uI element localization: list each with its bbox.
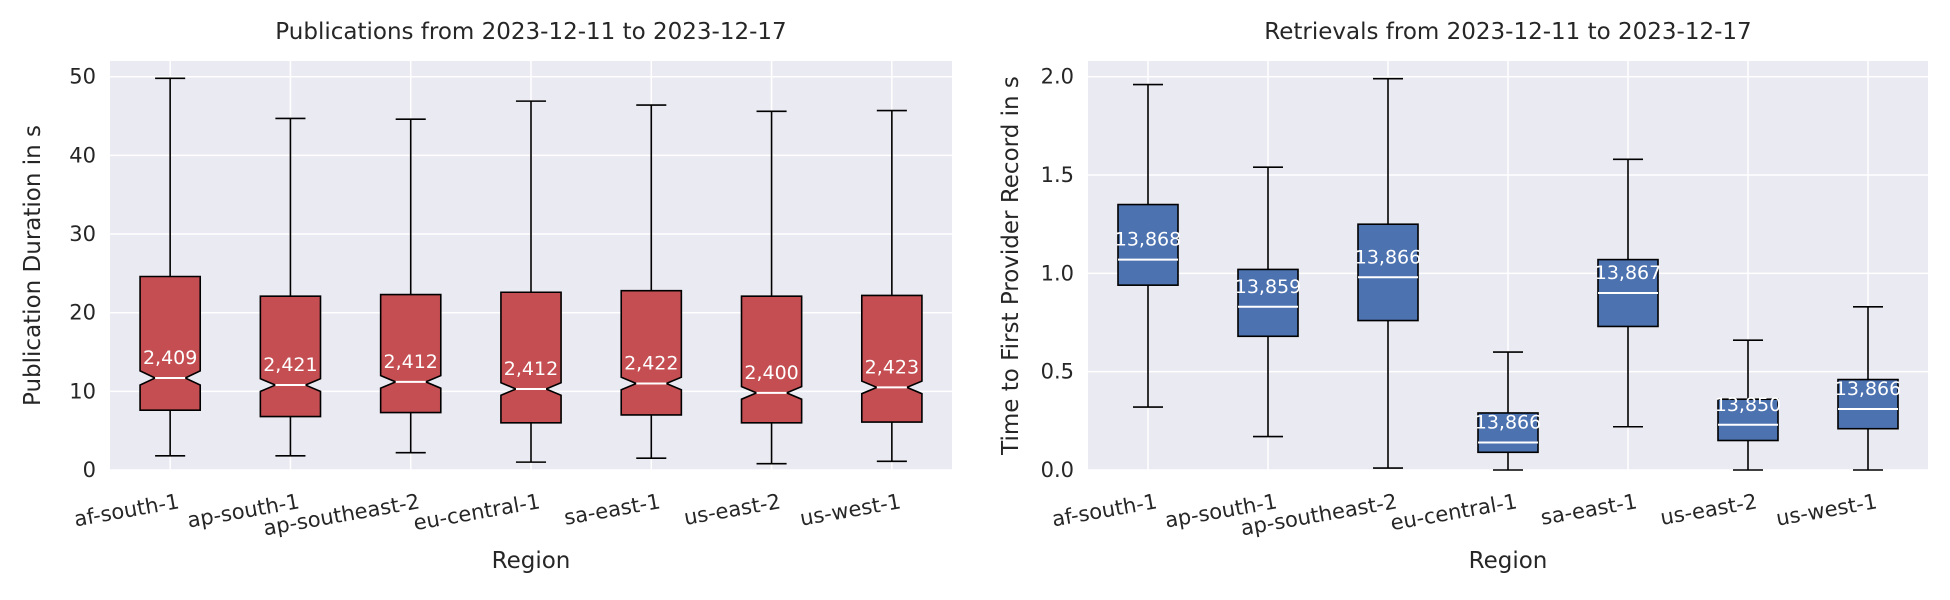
box-body [1837,378,1899,430]
count-label: 2,422 [624,352,678,374]
publications-title: Publications from 2023-12-11 to 2023-12-… [275,19,786,45]
publications-x-axis-label: Region [492,548,571,574]
publications-boxes: 2,409 2,421 2,412 2,412 2,422 2,400 2,423 [139,77,923,465]
box-body [259,295,322,418]
publications-x-tick-label: eu-central-1 [412,489,542,535]
box-body [1237,268,1299,338]
publications-box-us-east-2: 2,400 [740,110,803,465]
count-label: 13,866 [1355,246,1421,268]
count-label: 13,866 [1475,411,1541,433]
box-body [860,294,923,423]
retrievals-panel: 13,868 13,859 13,866 13,866 13,867 13,850 13,8… [998,19,1928,574]
box-body [1477,412,1539,454]
publications-box-sa-east-1: 2,422 [620,104,683,460]
retrievals-box-ap-southeast-2: 13,866 [1355,77,1421,469]
retrievals-x-tick-label: sa-east-1 [1539,489,1639,530]
publications-box-us-west-1: 2,423 [860,109,923,463]
publications-box-ap-southeast-2: 2,412 [379,118,442,454]
retrievals-box-eu-central-1: 13,866 [1475,351,1541,471]
publications-y-axis-label: Publication Duration in s [20,125,46,406]
publications-y-tick-label: 0 [83,458,96,482]
publications-panel: 2,409 2,421 2,412 2,412 2,422 2,400 2,423 0 10 2… [20,19,952,574]
box-body [1357,223,1419,322]
publications-y-tick-label: 40 [69,143,96,167]
retrievals-box-af-south-1: 13,868 [1115,83,1181,408]
retrievals-boxes: 13,868 13,859 13,866 13,866 13,867 13,850 13,8… [1115,77,1901,471]
box-body [379,293,442,414]
count-label: 2,412 [504,358,558,380]
publications-y-tick-label: 10 [69,379,96,403]
retrievals-x-tick-label: eu-central-1 [1389,489,1519,535]
count-label: 13,859 [1235,276,1301,298]
count-label: 2,400 [744,362,798,384]
publications-x-tick-label: us-west-1 [798,489,903,530]
count-label: 13,868 [1115,229,1181,251]
publications-y-tick-label: 20 [69,301,96,325]
publications-x-tick-label: sa-east-1 [562,489,662,530]
publications-y-tick-label: 30 [69,222,96,246]
retrievals-y-ticks: 0.0 0.5 1.0 1.5 2.0 [1041,65,1074,482]
box-body [1117,203,1179,286]
retrievals-x-tick-label: af-south-1 [1050,489,1159,531]
box-body [500,291,562,424]
publications-box-eu-central-1: 2,412 [500,100,562,463]
box-body [740,295,803,424]
count-label: 2,423 [865,356,919,378]
retrievals-x-tick-label: us-east-2 [1658,489,1758,530]
retrievals-y-tick-label: 1.5 [1041,163,1074,187]
publications-y-ticks: 0 10 20 30 40 50 [69,65,96,482]
publications-y-tick-label: 50 [69,65,96,89]
retrievals-box-us-west-1: 13,866 [1835,305,1901,471]
publications-box-af-south-1: 2,409 [139,77,202,457]
retrievals-box-ap-south-1: 13,859 [1235,166,1301,438]
retrievals-y-tick-label: 0.0 [1041,458,1074,482]
retrievals-y-tick-label: 2.0 [1041,65,1074,89]
count-label: 13,867 [1595,262,1661,284]
retrievals-y-tick-label: 0.5 [1041,360,1074,384]
count-label: 2,421 [263,354,317,376]
retrievals-x-ticks: af-south-1 ap-south-1ap-southeast-2eu-cen… [1050,489,1879,540]
retrievals-box-us-east-2: 13,850 [1715,339,1781,471]
retrievals-box-sa-east-1: 13,867 [1595,158,1661,428]
count-label: 13,866 [1835,378,1901,400]
retrievals-x-tick-label: us-west-1 [1774,489,1879,530]
publications-box-ap-south-1: 2,421 [259,117,322,457]
count-label: 2,409 [143,347,197,369]
publications-x-tick-label: us-east-2 [682,489,782,530]
retrievals-y-axis-label: Time to First Provider Record in s [998,76,1024,456]
box-body [1717,398,1779,442]
publications-x-ticks: af-south-1 ap-south-1ap-southeast-2eu-cen… [72,489,903,540]
retrievals-title: Retrievals from 2023-12-11 to 2023-12-17 [1264,19,1751,45]
count-label: 13,850 [1715,394,1781,416]
retrievals-y-tick-label: 1.0 [1041,261,1074,285]
retrievals-x-axis-label: Region [1469,548,1548,574]
box-body [139,275,202,412]
count-label: 2,412 [384,351,438,373]
publications-x-tick-label: af-south-1 [72,489,181,531]
